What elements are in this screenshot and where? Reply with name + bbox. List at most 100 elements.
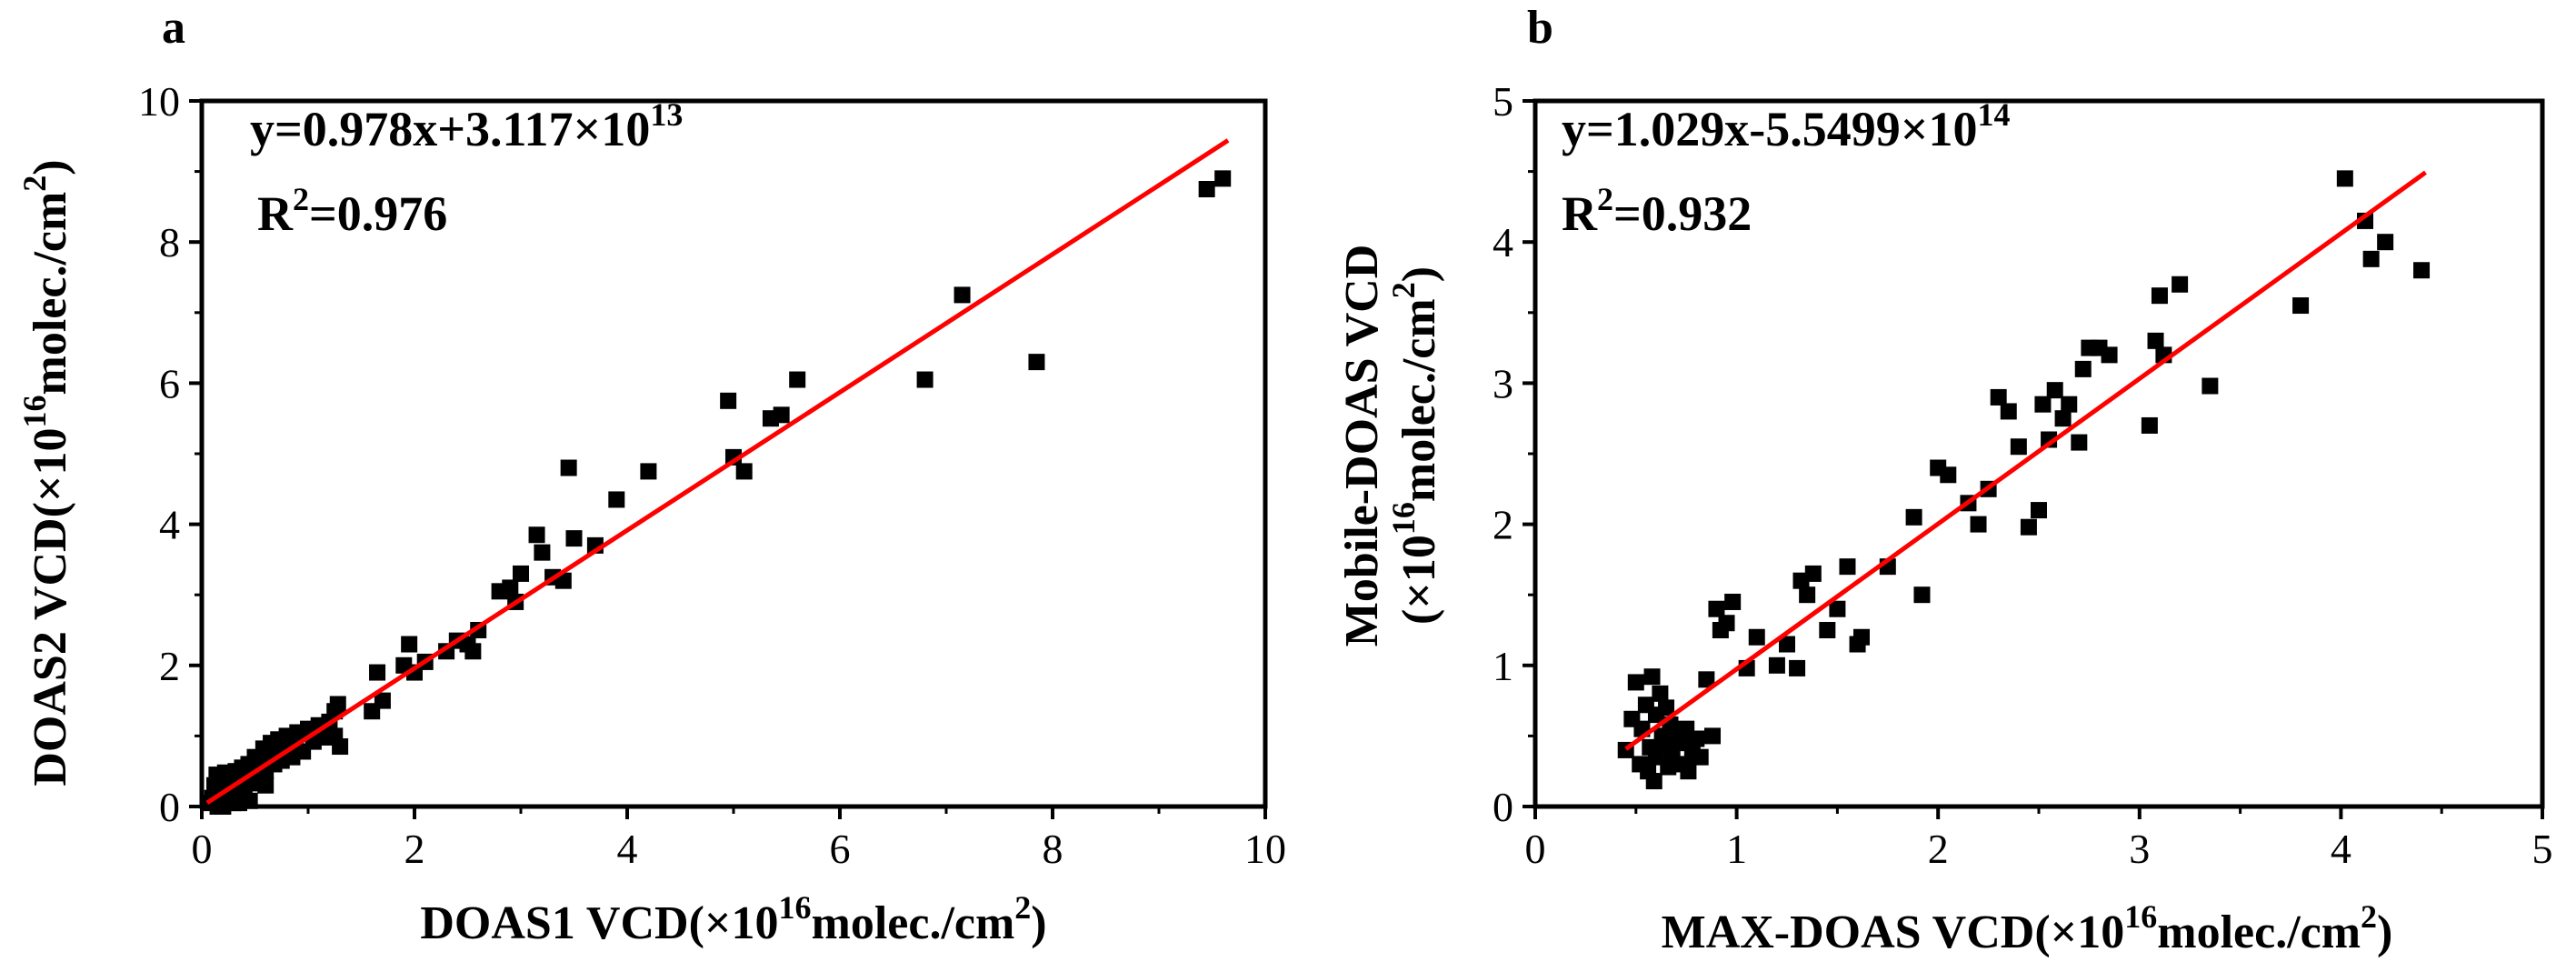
- a-data-point: [565, 530, 583, 547]
- b-data-point: [2141, 416, 2158, 434]
- b-data-point: [2362, 250, 2380, 267]
- b-data-point: [1724, 593, 1742, 610]
- b-data-point: [1645, 773, 1662, 790]
- a-data-point: [374, 692, 391, 709]
- panel-a-equation: y=0.978x+3.117×1013: [250, 96, 683, 156]
- b-data-point: [1789, 659, 1806, 676]
- b-data-point: [1779, 636, 1795, 653]
- b-data-point: [1643, 668, 1661, 686]
- panel-b-ylabel2-close: ): [1393, 266, 1445, 282]
- b-data-point: [1688, 730, 1705, 747]
- panel-b-xlabel-main: MAX-DOAS VCD(×10: [1662, 907, 2125, 958]
- b-data-point: [1627, 674, 1644, 691]
- b-x-tick-label: 1: [1726, 826, 1747, 872]
- a-data-point: [401, 636, 418, 653]
- panel-a-xlabel-rest: molec./cm: [812, 897, 1015, 949]
- b-data-point: [2031, 502, 2047, 519]
- b-data-point: [1660, 758, 1677, 776]
- panel-b-r-squared: R2=0.932: [1562, 181, 1752, 241]
- b-data-point: [1799, 586, 1816, 604]
- panel-b-points: [1617, 170, 2431, 790]
- a-x-tick-label: 6: [830, 826, 851, 872]
- b-data-point: [2074, 360, 2092, 377]
- b-data-point: [1680, 763, 1697, 780]
- a-data-point: [464, 643, 482, 660]
- a-data-point: [1198, 181, 1215, 197]
- a-data-point: [502, 579, 519, 596]
- panel-a-r-value: =0.976: [309, 186, 447, 241]
- a-y-tick-label: 10: [138, 78, 180, 125]
- panel-a-equation-main: y=0.978x+3.117×10: [250, 102, 650, 156]
- a-data-point: [789, 371, 806, 388]
- panel-a-r-exponent: 2: [293, 181, 309, 217]
- a-data-point: [916, 371, 934, 388]
- b-data-point: [1829, 600, 1846, 617]
- b-data-point: [1748, 628, 1765, 646]
- a-data-point: [528, 526, 545, 544]
- panel-a-label: a: [162, 2, 185, 54]
- b-data-point: [1839, 558, 1856, 576]
- b-data-point: [1718, 615, 1735, 632]
- b-data-point: [2071, 434, 2088, 451]
- panel-b-xlabel-close: ): [2377, 907, 2392, 958]
- panel-b-fit-line: [1624, 170, 2427, 751]
- b-y-tick-label: 1: [1493, 643, 1513, 689]
- b-data-point: [2010, 438, 2027, 456]
- b-data-point: [2147, 332, 2164, 349]
- panel-a-y-tick-labels: 0 2 4 6 8 10: [138, 78, 180, 830]
- a-data-point: [954, 286, 971, 304]
- a-data-point: [257, 777, 275, 794]
- panel-a-r-label: R: [257, 186, 294, 241]
- panel-b-x-axis-title: MAX-DOAS VCD(×1016molec./cm2): [1662, 898, 2393, 958]
- b-data-point: [1970, 516, 1987, 533]
- panel-a-xlabel-exp2: 2: [1014, 889, 1031, 926]
- b-x-tick-label: 3: [2129, 826, 2150, 872]
- panel-a-x-tick-labels: 0 2 4 6 8 10: [192, 826, 1287, 872]
- panel-b-ylabel2-rest: molec./cm: [1393, 298, 1445, 502]
- b-data-point: [1698, 671, 1715, 688]
- a-x-tick-label: 10: [1244, 826, 1286, 872]
- b-data-point: [2151, 287, 2168, 305]
- b-data-point: [1819, 622, 1836, 638]
- panel-a-ylabel-exp: 16: [16, 395, 53, 427]
- b-data-point: [1852, 628, 1870, 646]
- b-data-point: [1708, 600, 1725, 617]
- b-x-tick-label: 5: [2532, 826, 2553, 872]
- b-data-point: [1990, 388, 2007, 406]
- panel-b-y-axis-title-line1: Mobile-DOAS VCD: [1336, 245, 1388, 646]
- b-data-point: [2377, 234, 2394, 251]
- a-data-point: [230, 795, 247, 812]
- a-data-point: [640, 463, 657, 480]
- panel-a-xlabel-close: ): [1031, 897, 1046, 949]
- a-data-point: [608, 491, 625, 508]
- a-y-tick-label: 4: [159, 502, 180, 548]
- panel-a-xlabel-exp: 16: [779, 889, 812, 926]
- panel-a-x-axis-title: DOAS1 VCD(×1016molec./cm2): [420, 889, 1046, 949]
- panel-b-ylabel2-exp2: 2: [1385, 282, 1422, 298]
- b-x-tick-label: 2: [1928, 826, 1949, 872]
- panel-b-x-tick-labels: 0 1 2 3 4 5: [1525, 826, 2553, 872]
- panel-a-equation-exponent: 13: [650, 96, 683, 133]
- a-data-point: [513, 565, 529, 582]
- a-y-tick-label: 8: [159, 219, 180, 266]
- b-data-point: [2292, 297, 2310, 315]
- b-data-point: [1768, 656, 1785, 674]
- panel-b-label: b: [1527, 2, 1553, 54]
- b-data-point: [2061, 396, 2078, 413]
- b-y-tick-label: 0: [1493, 784, 1513, 830]
- a-data-point: [720, 392, 737, 409]
- b-data-point: [2034, 396, 2052, 413]
- panel-b-xlabel-rest: molec./cm: [2157, 907, 2361, 958]
- b-data-point: [1905, 508, 1922, 526]
- a-data-point: [1028, 354, 1045, 371]
- b-data-point: [2101, 346, 2118, 364]
- b-data-point: [1704, 727, 1722, 745]
- b-data-point: [2046, 382, 2063, 399]
- panel-b-r-exponent: 2: [1597, 181, 1613, 217]
- b-data-point: [2413, 262, 2431, 279]
- b-data-point: [2172, 276, 2189, 293]
- b-x-tick-label: 4: [2331, 826, 2351, 872]
- b-data-point: [2202, 377, 2219, 395]
